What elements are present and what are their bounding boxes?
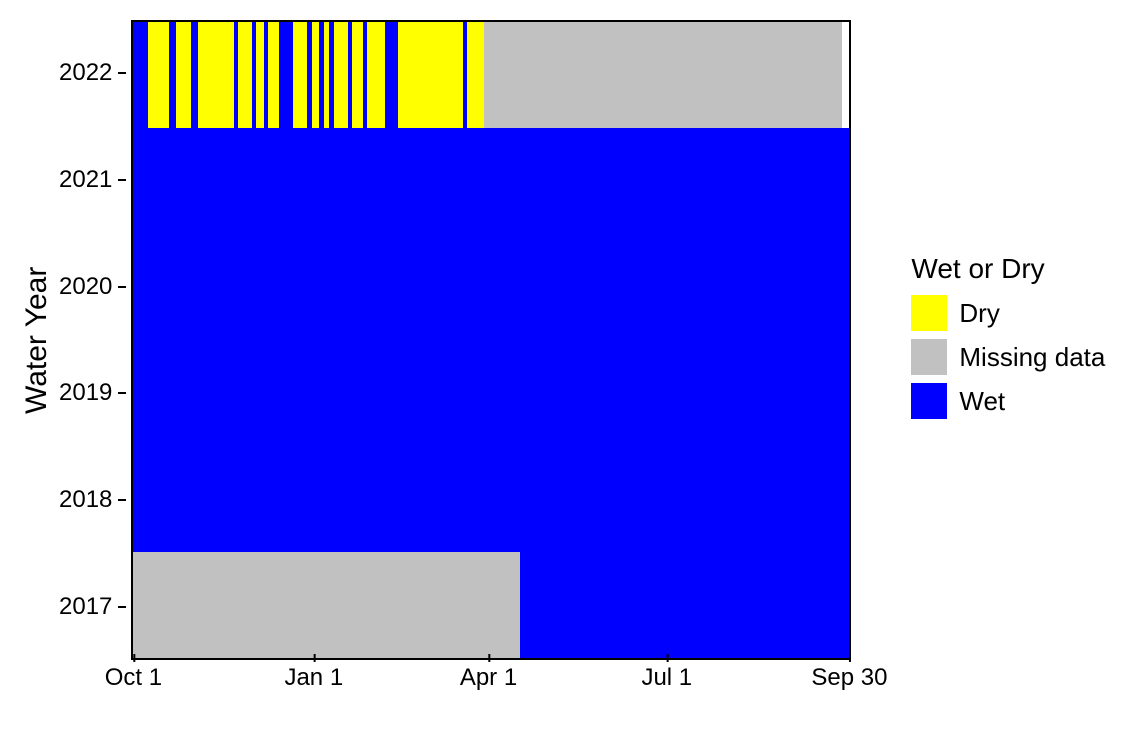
y-tick-label: 2021 <box>59 166 112 194</box>
y-tick-label: 2019 <box>59 379 112 407</box>
x-tick-label: Oct 1 <box>105 664 162 691</box>
heatmap-row <box>133 128 849 234</box>
heatmap-cell <box>520 552 849 658</box>
x-tick-mark <box>667 654 669 662</box>
heatmap-row <box>133 234 849 340</box>
x-tick: Apr 1 <box>460 664 517 692</box>
y-tick-mark <box>118 286 126 288</box>
legend-item-wet: Wet <box>911 383 1105 419</box>
heatmap-cell <box>484 22 842 128</box>
x-tick-label: Jul 1 <box>641 664 692 691</box>
heatmap-row <box>133 340 849 446</box>
heatmap-cell <box>293 22 307 128</box>
y-tick-mark <box>118 499 126 501</box>
legend-title: Wet or Dry <box>911 253 1105 285</box>
chart-container: Water Year 2022 2021 2020 2019 2018 2017 Oct … <box>20 20 1126 660</box>
heatmap-cell <box>256 22 263 128</box>
heatmap-cell <box>133 552 520 658</box>
x-tick-mark <box>489 654 491 662</box>
x-tick: Oct 1 <box>105 664 162 692</box>
y-tick: 2018 <box>59 447 126 554</box>
y-tick-label: 2020 <box>59 273 112 301</box>
heatmap-cell <box>133 446 849 552</box>
legend-label: Wet <box>959 386 1005 417</box>
legend: Wet or Dry Dry Missing data Wet <box>911 253 1105 427</box>
x-tick-label: Jan 1 <box>284 664 343 691</box>
heatmap-cell <box>198 22 234 128</box>
y-tick: 2020 <box>59 233 126 340</box>
legend-item-missing: Missing data <box>911 339 1105 375</box>
y-axis-label: Water Year <box>20 20 54 660</box>
heatmap-cell <box>398 22 462 128</box>
plot-area: Oct 1Jan 1Apr 1Jul 1Sep 30 <box>131 20 851 660</box>
plot-wrapper: Water Year 2022 2021 2020 2019 2018 2017 Oct … <box>20 20 851 660</box>
heatmap-cell <box>334 22 348 128</box>
heatmap-cell <box>133 128 849 234</box>
x-tick-mark <box>133 654 135 662</box>
legend-swatch <box>911 339 947 375</box>
y-tick: 2021 <box>59 127 126 234</box>
x-tick-label: Sep 30 <box>811 664 887 691</box>
heatmap-cell <box>467 22 484 128</box>
x-tick: Jan 1 <box>284 664 343 692</box>
y-tick-mark <box>118 179 126 181</box>
y-tick-mark <box>118 606 126 608</box>
heatmap-cell <box>268 22 279 128</box>
heatmap-cell <box>385 22 398 128</box>
x-tick: Sep 30 <box>811 664 887 692</box>
y-tick: 2017 <box>59 553 126 660</box>
heatmap-cell <box>133 340 849 446</box>
legend-swatch <box>911 295 947 331</box>
heatmap-cell <box>133 22 147 128</box>
y-tick: 2022 <box>59 20 126 127</box>
heatmap-cell <box>148 22 169 128</box>
y-tick-mark <box>118 392 126 394</box>
legend-label: Missing data <box>959 342 1105 373</box>
heatmap-row <box>133 446 849 552</box>
heatmap-cell <box>312 22 319 128</box>
y-axis-ticks: 2022 2021 2020 2019 2018 2017 <box>59 20 126 660</box>
x-tick-mark <box>314 654 316 662</box>
y-tick-label: 2018 <box>59 486 112 514</box>
heatmap-cell <box>367 22 385 128</box>
heatmap-cell <box>169 22 176 128</box>
heatmap-cell <box>191 22 198 128</box>
heatmap-cell <box>133 234 849 340</box>
legend-label: Dry <box>959 298 999 329</box>
heatmap-cell <box>238 22 252 128</box>
y-tick: 2019 <box>59 340 126 447</box>
y-tick-label: 2017 <box>59 593 112 621</box>
y-tick-mark <box>118 72 126 74</box>
y-tick-label: 2022 <box>59 59 112 87</box>
x-tick: Jul 1 <box>641 664 692 692</box>
heatmap-cell <box>352 22 363 128</box>
heatmap-cell <box>176 22 190 128</box>
heatmap-row <box>133 22 849 128</box>
x-axis-ticks: Oct 1Jan 1Apr 1Jul 1Sep 30 <box>133 664 849 694</box>
x-tick-label: Apr 1 <box>460 664 517 691</box>
x-tick-mark <box>849 654 851 662</box>
heatmap-row <box>133 552 849 658</box>
legend-swatch <box>911 383 947 419</box>
legend-item-dry: Dry <box>911 295 1105 331</box>
heatmap-cell <box>279 22 293 128</box>
